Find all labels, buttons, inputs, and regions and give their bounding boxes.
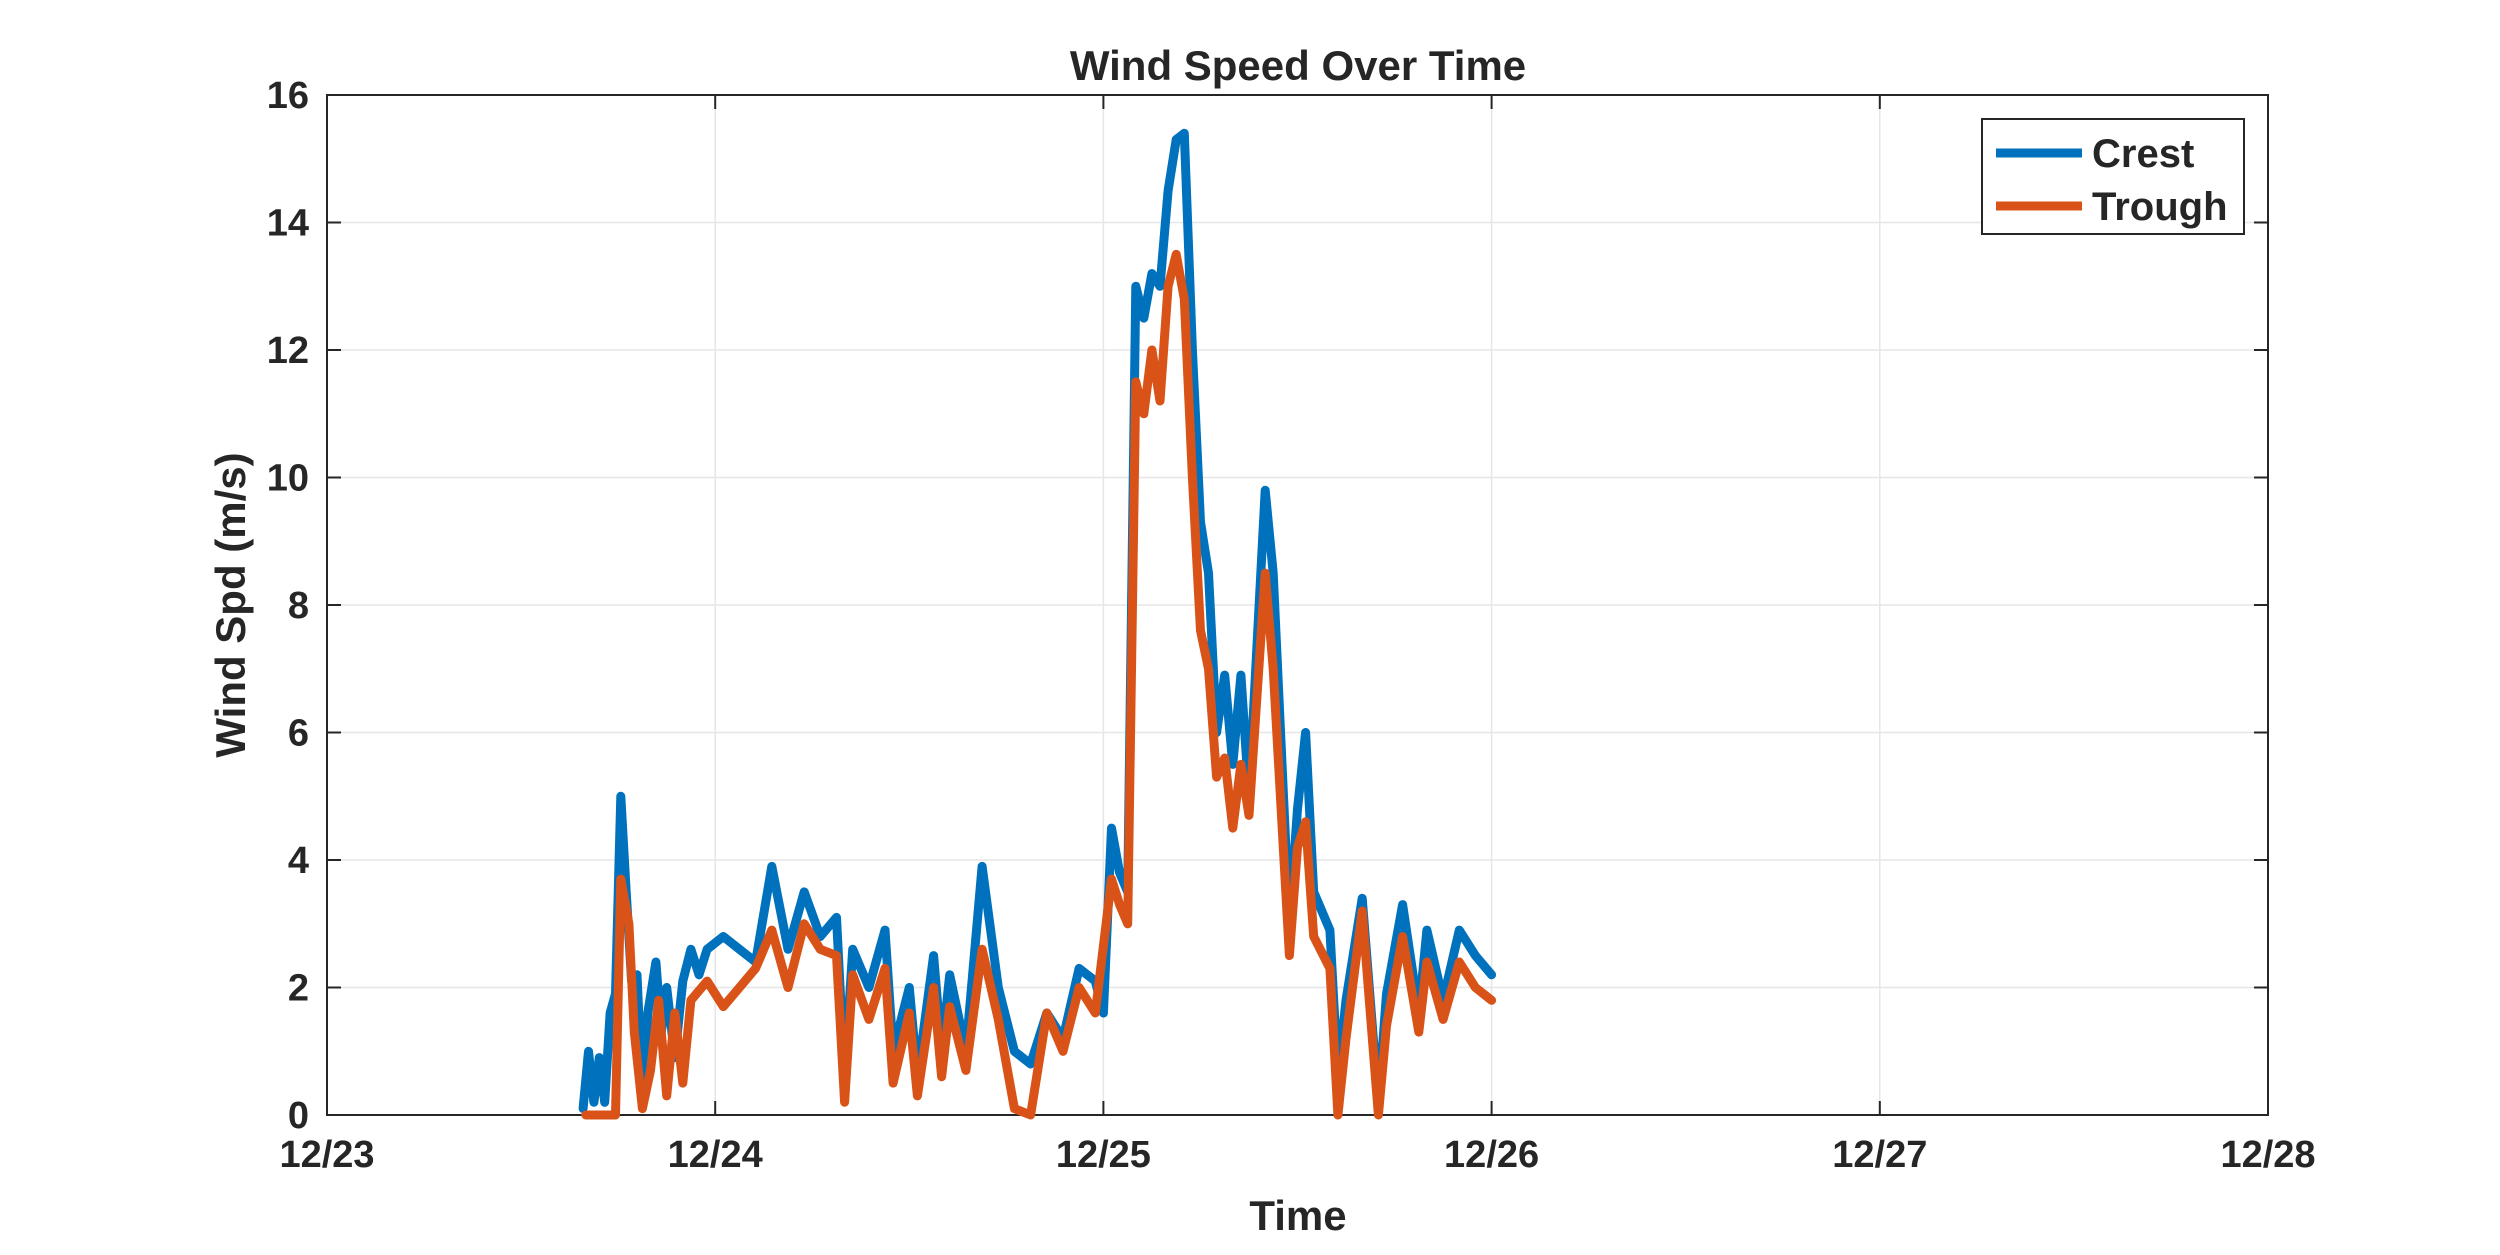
x-tick-label: 12/25 [1056, 1134, 1151, 1176]
y-tick-label: 10 [267, 458, 309, 500]
x-tick-label: 12/27 [1832, 1134, 1927, 1176]
y-tick-label: 4 [288, 840, 309, 882]
axes: 0 2 4 6 8 10 12 14 16 12/23 12/24 12/25 12/26 12/27 12… [267, 75, 2316, 1176]
legend-label: Trough [2092, 185, 2228, 229]
y-tick-label: 8 [288, 585, 309, 627]
legend: Crest Trough [1981, 118, 2245, 235]
y-tick-label: 12 [267, 330, 309, 372]
legend-box [1981, 118, 2245, 235]
series-line-trough [581, 249, 1497, 1120]
y-axis-title: Wind Spd (m/s) [207, 452, 254, 757]
grid [326, 94, 2269, 1116]
chart-title: Wind Speed Over Time [1070, 42, 1526, 89]
x-tick-label: 12/28 [2220, 1134, 2315, 1176]
x-axis-title: Time [1249, 1192, 1346, 1239]
x-tick-label: 12/24 [668, 1134, 763, 1176]
y-tick-label: 2 [288, 968, 309, 1010]
series-lines [578, 128, 1497, 1120]
y-tick-label: 0 [288, 1095, 309, 1137]
y-tick-label: 14 [267, 203, 309, 245]
y-tick-label: 16 [267, 75, 309, 117]
x-tick-label: 12/26 [1444, 1134, 1539, 1176]
plot-frame [326, 94, 2269, 1116]
y-tick-label: 6 [288, 713, 309, 755]
x-tick-label: 12/23 [279, 1134, 374, 1176]
legend-label: Crest [2092, 132, 2194, 176]
